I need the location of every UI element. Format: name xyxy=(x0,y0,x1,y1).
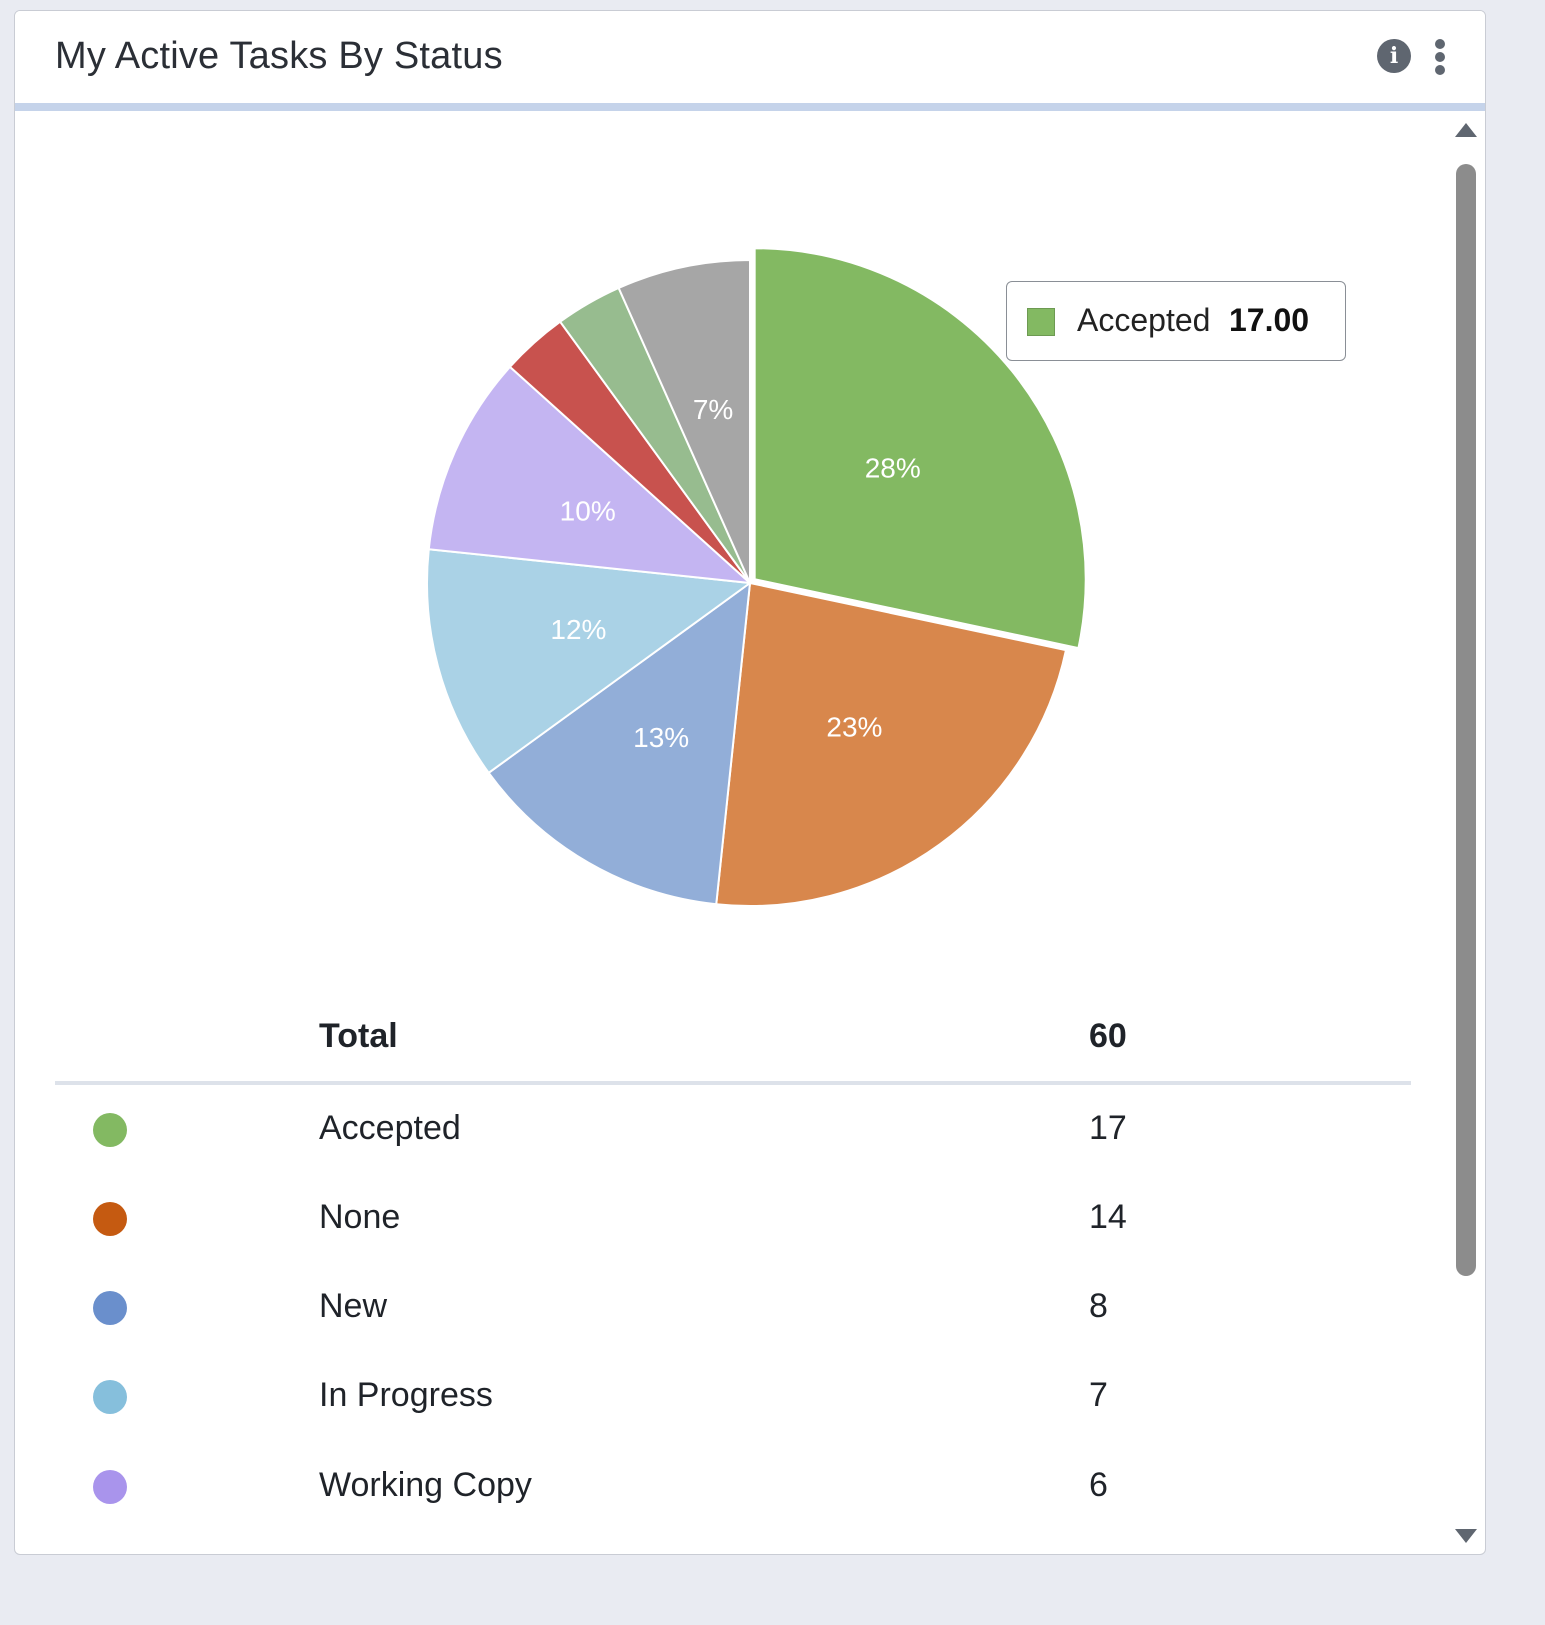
pie-chart[interactable]: 28% 23% 13% 12% 10% 7% xyxy=(15,111,1435,991)
pie-percent-label: 10% xyxy=(560,496,616,527)
kebab-dot xyxy=(1435,52,1445,62)
scroll-thumb[interactable] xyxy=(1456,164,1476,1276)
pie-slice-none[interactable] xyxy=(715,581,1068,907)
legend-name: Working Copy xyxy=(319,1466,532,1504)
legend-count: 17 xyxy=(1089,1109,1127,1147)
pie-slice-working-copy[interactable] xyxy=(427,365,753,585)
tooltip-swatch xyxy=(1027,308,1055,336)
pie-slice-accepted[interactable] xyxy=(753,247,1087,650)
legend-dot-new xyxy=(93,1291,127,1325)
scroll-up-arrow-icon[interactable] xyxy=(1455,123,1477,137)
legend-row-none[interactable]: None 14 xyxy=(55,1190,1411,1250)
pie-percent-label: 23% xyxy=(826,712,882,743)
vertical-scrollbar[interactable] xyxy=(1451,121,1481,1551)
legend-count: 14 xyxy=(1089,1198,1127,1236)
widget-title: My Active Tasks By Status xyxy=(55,35,503,77)
legend-count: 6 xyxy=(1089,1466,1108,1504)
legend-name: None xyxy=(319,1198,401,1236)
info-icon[interactable]: i xyxy=(1377,39,1411,73)
legend-dot-accepted xyxy=(93,1113,127,1147)
scroll-down-arrow-icon[interactable] xyxy=(1455,1529,1477,1543)
pie-slice-gray-status[interactable] xyxy=(617,258,751,584)
total-value: 60 xyxy=(1089,1017,1127,1055)
pie-slice-new[interactable] xyxy=(487,580,752,906)
legend-name: In Progress xyxy=(319,1376,493,1414)
kebab-menu-icon[interactable] xyxy=(1425,37,1455,77)
legend-dot-in-progress xyxy=(93,1380,127,1414)
legend-row-working-copy[interactable]: Working Copy 6 xyxy=(55,1458,1411,1518)
legend-count: 7 xyxy=(1089,1376,1108,1414)
pie-slice-in-progress[interactable] xyxy=(426,548,753,775)
kebab-dot xyxy=(1435,65,1445,75)
table-divider xyxy=(55,1081,1411,1085)
pie-tooltip: Accepted 17.00 xyxy=(1006,281,1346,361)
pie-percent-label: 7% xyxy=(693,394,733,425)
widget-header: My Active Tasks By Status i xyxy=(15,11,1485,111)
pie-percent-label: 12% xyxy=(550,614,606,645)
tooltip-value: 17.00 xyxy=(1229,302,1310,338)
pie-percent-label: 28% xyxy=(865,452,921,483)
legend-row-new[interactable]: New 8 xyxy=(55,1279,1411,1339)
legend-name: New xyxy=(319,1287,388,1325)
tasks-by-status-widget: My Active Tasks By Status i 28% 23% 13% 12%… xyxy=(14,10,1486,1555)
legend-row-accepted[interactable]: Accepted 17 xyxy=(55,1101,1411,1161)
kebab-dot xyxy=(1435,39,1445,49)
legend-dot-working-copy xyxy=(93,1470,127,1504)
legend-name: Accepted xyxy=(319,1109,461,1147)
legend-row-in-progress[interactable]: In Progress 7 xyxy=(55,1368,1411,1428)
tooltip-label: Accepted xyxy=(1077,302,1211,338)
legend-count: 8 xyxy=(1089,1287,1108,1325)
total-label: Total xyxy=(319,1017,398,1055)
legend-dot-none xyxy=(93,1202,127,1236)
pie-percent-label: 13% xyxy=(633,722,689,753)
